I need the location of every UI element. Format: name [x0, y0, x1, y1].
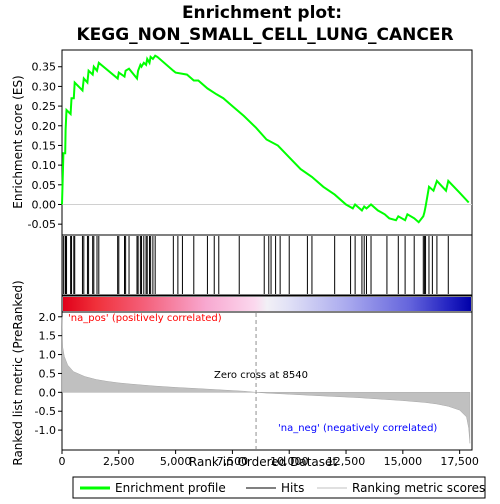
- rank-y-axis-label: Ranked list metric (PreRanked): [11, 280, 25, 465]
- hit-lines-group: [62, 236, 449, 294]
- zero-cross-label: Zero cross at 8540: [214, 370, 308, 381]
- es-y-tick-label: 0.15: [32, 139, 57, 152]
- enrichment-profile-line: [61, 54, 470, 224]
- es-y-tick-label: 0.35: [32, 61, 57, 74]
- rank-y-tick-label: 1.0: [39, 349, 57, 362]
- rank-y-tick-label: -0.5: [35, 405, 56, 418]
- color-bar-gradient: [63, 297, 471, 311]
- es-y-tick-label: 0.05: [32, 179, 57, 192]
- es-y-tick-label: -0.05: [28, 218, 56, 231]
- rank-color-bar: [61, 295, 473, 313]
- ranking-metric-panel: -1.0 -0.5 0.0 0.5 1.0 1.5 2.0 0 2,500 5,000 7,500…: [11, 280, 479, 469]
- rank-y-tick-label: -1.0: [35, 424, 56, 437]
- legend-label-enrichment: Enrichment profile: [115, 481, 226, 495]
- hits-panel-frame: [61, 234, 473, 296]
- es-y-tick-label: 0.25: [32, 100, 57, 113]
- rank-y-tick-label: 2.0: [39, 311, 57, 324]
- legend: Enrichment profile Hits Ranking metric s…: [72, 476, 486, 499]
- enrichment-score-panel: -0.05 0.00 0.05 0.10 0.15 0.20 0.25 0.30 0.35 En…: [11, 49, 473, 236]
- es-panel-frame: [61, 49, 473, 236]
- rank-panel-frame: [61, 311, 473, 451]
- plot-title-line1: Enrichment plot:: [182, 3, 342, 23]
- rank-y-tick-label: 0.0: [39, 386, 57, 399]
- hits-panel: [61, 234, 473, 296]
- rank-x-ticks: 0 2,500 5,000 7,500 10,000 12,500 15,000 17,500: [59, 450, 479, 468]
- es-y-axis-label: Enrichment score (ES): [11, 75, 25, 208]
- rank-x-tick-label: 10,000: [270, 455, 309, 468]
- rank-y-tick-label: 0.5: [39, 367, 57, 380]
- rank-y-tick-label: 1.5: [39, 330, 57, 343]
- rank-x-tick-label: 17,500: [440, 455, 479, 468]
- rank-y-ticks: -1.0 -0.5 0.0 0.5 1.0 1.5 2.0: [35, 311, 62, 437]
- es-y-tick-label: 0.00: [32, 198, 57, 211]
- es-y-ticks: -0.05 0.00 0.05 0.10 0.15 0.20 0.25 0.30 0.35: [28, 61, 62, 231]
- rank-x-tick-label: 7,500: [217, 455, 249, 468]
- neg-correlated-label: 'na_neg' (negatively correlated): [278, 423, 437, 434]
- es-y-tick-label: 0.10: [32, 159, 57, 172]
- rank-x-tick-label: 12,500: [327, 455, 366, 468]
- es-y-tick-label: 0.30: [32, 80, 57, 93]
- es-y-tick-label: 0.20: [32, 120, 57, 133]
- rank-x-tick-label: 15,000: [384, 455, 423, 468]
- rank-x-axis-label: Rank in Ordered Dataset: [189, 455, 337, 469]
- legend-frame: [72, 476, 486, 499]
- rank-x-tick-label: 5,000: [160, 455, 192, 468]
- legend-label-hits: Hits: [281, 481, 304, 495]
- rank-x-tick-label: 2,500: [103, 455, 135, 468]
- rank-x-tick-label: 0: [59, 455, 66, 468]
- legend-label-ranking: Ranking metric scores: [352, 481, 485, 495]
- plot-title-line2: KEGG_NON_SMALL_CELL_LUNG_CANCER: [76, 25, 453, 45]
- pos-correlated-label: 'na_pos' (positively correlated): [68, 313, 222, 324]
